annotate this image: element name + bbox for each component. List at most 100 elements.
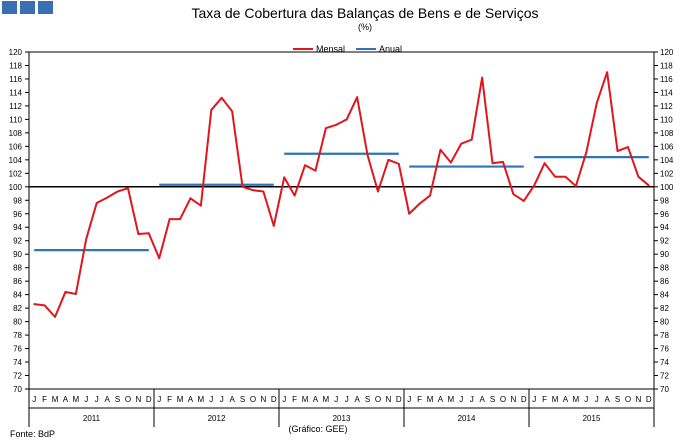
mensal-point	[345, 118, 348, 121]
mensal-point	[179, 218, 181, 221]
legend-label-anual: Anual	[379, 44, 402, 54]
mensal-point	[43, 304, 46, 307]
x-month-label: J	[459, 395, 463, 404]
y-tick-label-left: 98	[13, 196, 22, 205]
y-tick-label-right: 80	[660, 318, 669, 327]
x-month-label: O	[500, 395, 506, 404]
mensal-point	[283, 176, 286, 179]
x-month-label: S	[115, 395, 120, 404]
x-month-label: M	[73, 395, 80, 404]
x-month-label: J	[32, 395, 36, 404]
y-tick-label-left: 106	[9, 142, 23, 151]
y-tick-label-left: 118	[9, 61, 22, 70]
mensal-point	[512, 193, 515, 196]
x-month-label: M	[198, 395, 205, 404]
x-month-label: D	[396, 395, 402, 404]
x-year-label: 2012	[208, 414, 226, 423]
x-month-label: A	[354, 395, 360, 404]
mensal-point	[574, 185, 577, 188]
y-tick-label-right: 70	[660, 385, 669, 394]
x-month-label: M	[448, 395, 455, 404]
y-tick-label-left: 86	[13, 277, 22, 286]
mensal-point	[387, 158, 390, 161]
mensal-point	[491, 162, 494, 165]
logo	[2, 1, 53, 14]
y-tick-label-left: 96	[13, 210, 22, 219]
y-tick-label-left: 102	[9, 169, 23, 178]
mensal-point	[168, 218, 171, 221]
mensal-point	[95, 202, 98, 204]
mensal-point	[158, 257, 161, 260]
x-month-label: D	[271, 395, 277, 404]
y-tick-label-left: 80	[13, 318, 22, 327]
x-month-label: A	[604, 395, 610, 404]
y-tick-label-right: 96	[660, 210, 669, 219]
mensal-point	[293, 194, 296, 197]
y-tick-label-right: 106	[660, 142, 674, 151]
y-tick-label-left: 120	[9, 48, 23, 57]
mensal-point	[502, 160, 504, 163]
y-tick-label-left: 88	[13, 264, 22, 273]
x-month-label: J	[220, 395, 224, 404]
x-month-label: N	[135, 395, 141, 404]
x-month-label: M	[323, 395, 330, 404]
mensal-point	[397, 162, 400, 165]
mensal-point	[647, 184, 650, 187]
y-tick-label-right: 90	[660, 250, 669, 259]
x-month-label: A	[104, 395, 110, 404]
legend: Mensal Anual	[293, 44, 402, 54]
mensal-point	[481, 76, 484, 79]
mensal-point	[210, 109, 213, 111]
x-month-label: N	[385, 395, 391, 404]
x-month-label: O	[375, 395, 381, 404]
y-tick-label-left: 116	[9, 75, 22, 84]
mensal-point	[54, 315, 56, 318]
x-month-label: J	[157, 395, 161, 404]
x-month-label: J	[95, 395, 99, 404]
mensal-line	[34, 71, 650, 318]
chart-title: Taxa de Cobertura das Balanças de Bens e…	[191, 5, 538, 21]
y-tick-label-left: 78	[13, 331, 22, 340]
mensal-point	[533, 184, 536, 187]
x-month-label: D	[146, 395, 152, 404]
plot-frame	[28, 51, 655, 390]
y-tick-label-left: 72	[13, 372, 22, 381]
y-tick-label-left: 82	[13, 304, 22, 313]
mensal-point	[543, 162, 546, 165]
x-month-label: J	[407, 395, 411, 404]
mensal-point	[429, 194, 431, 197]
logo-square-2	[20, 1, 35, 14]
x-month-label: A	[438, 395, 444, 404]
y-tick-label-right: 94	[660, 223, 669, 232]
mensal-point	[335, 123, 338, 126]
x-month-label: J	[532, 395, 536, 404]
x-month-label: J	[595, 395, 599, 404]
mensal-point	[231, 110, 234, 113]
mensal-point	[241, 185, 244, 188]
mensal-point	[627, 146, 629, 148]
x-month-label: S	[365, 395, 370, 404]
y-tick-label-left: 110	[9, 115, 22, 124]
mensal-point	[116, 190, 119, 193]
mensal-point	[595, 102, 598, 105]
x-year-label: 2015	[583, 414, 601, 423]
x-month-label: N	[510, 395, 516, 404]
mensal-point	[616, 150, 619, 152]
x-month-label: A	[188, 395, 194, 404]
mensal-point	[366, 154, 369, 157]
x-month-label: O	[250, 395, 256, 404]
y-tick-label-right: 118	[660, 61, 673, 70]
x-month-label: S	[615, 395, 620, 404]
mensal-point	[408, 212, 411, 215]
x-month-label: M	[573, 395, 580, 404]
y-tick-label-right: 116	[660, 75, 673, 84]
x-month-label: A	[63, 395, 69, 404]
credit-note: (Gráfico: GEE)	[288, 424, 347, 434]
y-tick-label-right: 110	[660, 115, 673, 124]
logo-square-1	[2, 1, 17, 14]
x-month-label: J	[334, 395, 338, 404]
y-tick-label-left: 76	[13, 345, 22, 354]
mensal-point	[377, 190, 379, 193]
y-tick-label-right: 92	[660, 237, 669, 246]
